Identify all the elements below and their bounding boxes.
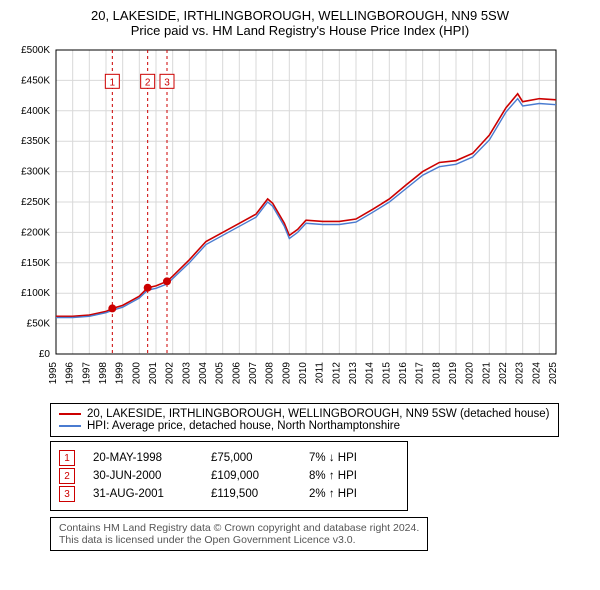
title-line-1: 20, LAKESIDE, IRTHLINGBOROUGH, WELLINGBO…: [8, 8, 592, 23]
transaction-delta: 8% ↑ HPI: [309, 470, 399, 482]
svg-text:2012: 2012: [331, 362, 342, 385]
svg-text:£100K: £100K: [21, 288, 50, 299]
svg-text:3: 3: [164, 77, 170, 88]
transaction-marker: 3: [59, 486, 75, 502]
transaction-date: 30-JUN-2000: [93, 470, 193, 482]
svg-text:£350K: £350K: [21, 136, 50, 147]
svg-text:£0: £0: [39, 349, 51, 360]
svg-text:£500K: £500K: [21, 45, 50, 56]
chart-svg: £0 £50K £100K £150K £200K £250K £300K £350K £400…: [8, 42, 564, 392]
transaction-delta: 2% ↑ HPI: [309, 488, 399, 500]
svg-text:2000: 2000: [131, 362, 142, 385]
legend-swatch: [59, 425, 81, 427]
svg-text:1996: 1996: [65, 362, 76, 385]
footer-line-2: This data is licensed under the Open Gov…: [59, 534, 419, 546]
svg-text:£200K: £200K: [21, 227, 50, 238]
attribution-footer: Contains HM Land Registry data © Crown c…: [50, 517, 428, 551]
legend-item: HPI: Average price, detached house, Nort…: [59, 420, 550, 432]
svg-text:2025: 2025: [548, 362, 559, 385]
svg-text:2: 2: [145, 77, 151, 88]
svg-text:2019: 2019: [448, 362, 459, 385]
transaction-price: £109,000: [211, 470, 291, 482]
svg-text:£50K: £50K: [27, 319, 51, 330]
legend-label: 20, LAKESIDE, IRTHLINGBOROUGH, WELLINGBO…: [87, 408, 550, 420]
svg-text:2017: 2017: [415, 362, 426, 385]
svg-text:2018: 2018: [431, 362, 442, 385]
transaction-row: 3 31-AUG-2001 £119,500 2% ↑ HPI: [59, 486, 399, 502]
svg-text:2015: 2015: [381, 362, 392, 385]
svg-text:2008: 2008: [265, 362, 276, 385]
title-line-2: Price paid vs. HM Land Registry's House …: [8, 23, 592, 38]
svg-text:1995: 1995: [48, 362, 59, 385]
svg-text:2007: 2007: [248, 362, 259, 385]
svg-text:2004: 2004: [198, 362, 209, 385]
svg-text:2009: 2009: [281, 362, 292, 385]
svg-text:2006: 2006: [231, 362, 242, 385]
svg-text:2022: 2022: [498, 362, 509, 385]
svg-text:2010: 2010: [298, 362, 309, 385]
svg-text:£450K: £450K: [21, 75, 50, 86]
transaction-date: 20-MAY-1998: [93, 452, 193, 464]
footer-line-1: Contains HM Land Registry data © Crown c…: [59, 522, 419, 534]
svg-text:2016: 2016: [398, 362, 409, 385]
legend-swatch: [59, 413, 81, 415]
transaction-price: £119,500: [211, 488, 291, 500]
svg-text:2001: 2001: [148, 362, 159, 385]
svg-text:£400K: £400K: [21, 106, 50, 117]
transaction-delta: 7% ↓ HPI: [309, 452, 399, 464]
svg-text:2013: 2013: [348, 362, 359, 385]
svg-text:£300K: £300K: [21, 167, 50, 178]
transaction-price: £75,000: [211, 452, 291, 464]
svg-text:2020: 2020: [465, 362, 476, 385]
svg-text:2011: 2011: [315, 362, 326, 384]
price-chart: £0 £50K £100K £150K £200K £250K £300K £350K £400…: [8, 42, 592, 397]
svg-text:2021: 2021: [481, 362, 492, 385]
svg-text:1997: 1997: [81, 362, 92, 385]
transaction-row: 1 20-MAY-1998 £75,000 7% ↓ HPI: [59, 450, 399, 466]
transaction-marker: 2: [59, 468, 75, 484]
legend: 20, LAKESIDE, IRTHLINGBOROUGH, WELLINGBO…: [50, 403, 559, 437]
transactions-table: 1 20-MAY-1998 £75,000 7% ↓ HPI 2 30-JUN-2000 £…: [50, 441, 408, 511]
svg-text:1998: 1998: [98, 362, 109, 385]
svg-text:2003: 2003: [181, 362, 192, 385]
svg-text:£150K: £150K: [21, 258, 50, 269]
transaction-date: 31-AUG-2001: [93, 488, 193, 500]
svg-text:1999: 1999: [115, 362, 126, 385]
transaction-row: 2 30-JUN-2000 £109,000 8% ↑ HPI: [59, 468, 399, 484]
svg-text:1: 1: [110, 77, 116, 88]
legend-item: 20, LAKESIDE, IRTHLINGBOROUGH, WELLINGBO…: [59, 408, 550, 420]
chart-title: 20, LAKESIDE, IRTHLINGBOROUGH, WELLINGBO…: [8, 8, 592, 38]
svg-text:2023: 2023: [515, 362, 526, 385]
svg-text:2024: 2024: [531, 362, 542, 385]
svg-text:2002: 2002: [165, 362, 176, 385]
transaction-marker: 1: [59, 450, 75, 466]
svg-text:2014: 2014: [365, 362, 376, 385]
legend-label: HPI: Average price, detached house, Nort…: [87, 420, 400, 432]
svg-text:2005: 2005: [215, 362, 226, 385]
svg-text:£250K: £250K: [21, 197, 50, 208]
